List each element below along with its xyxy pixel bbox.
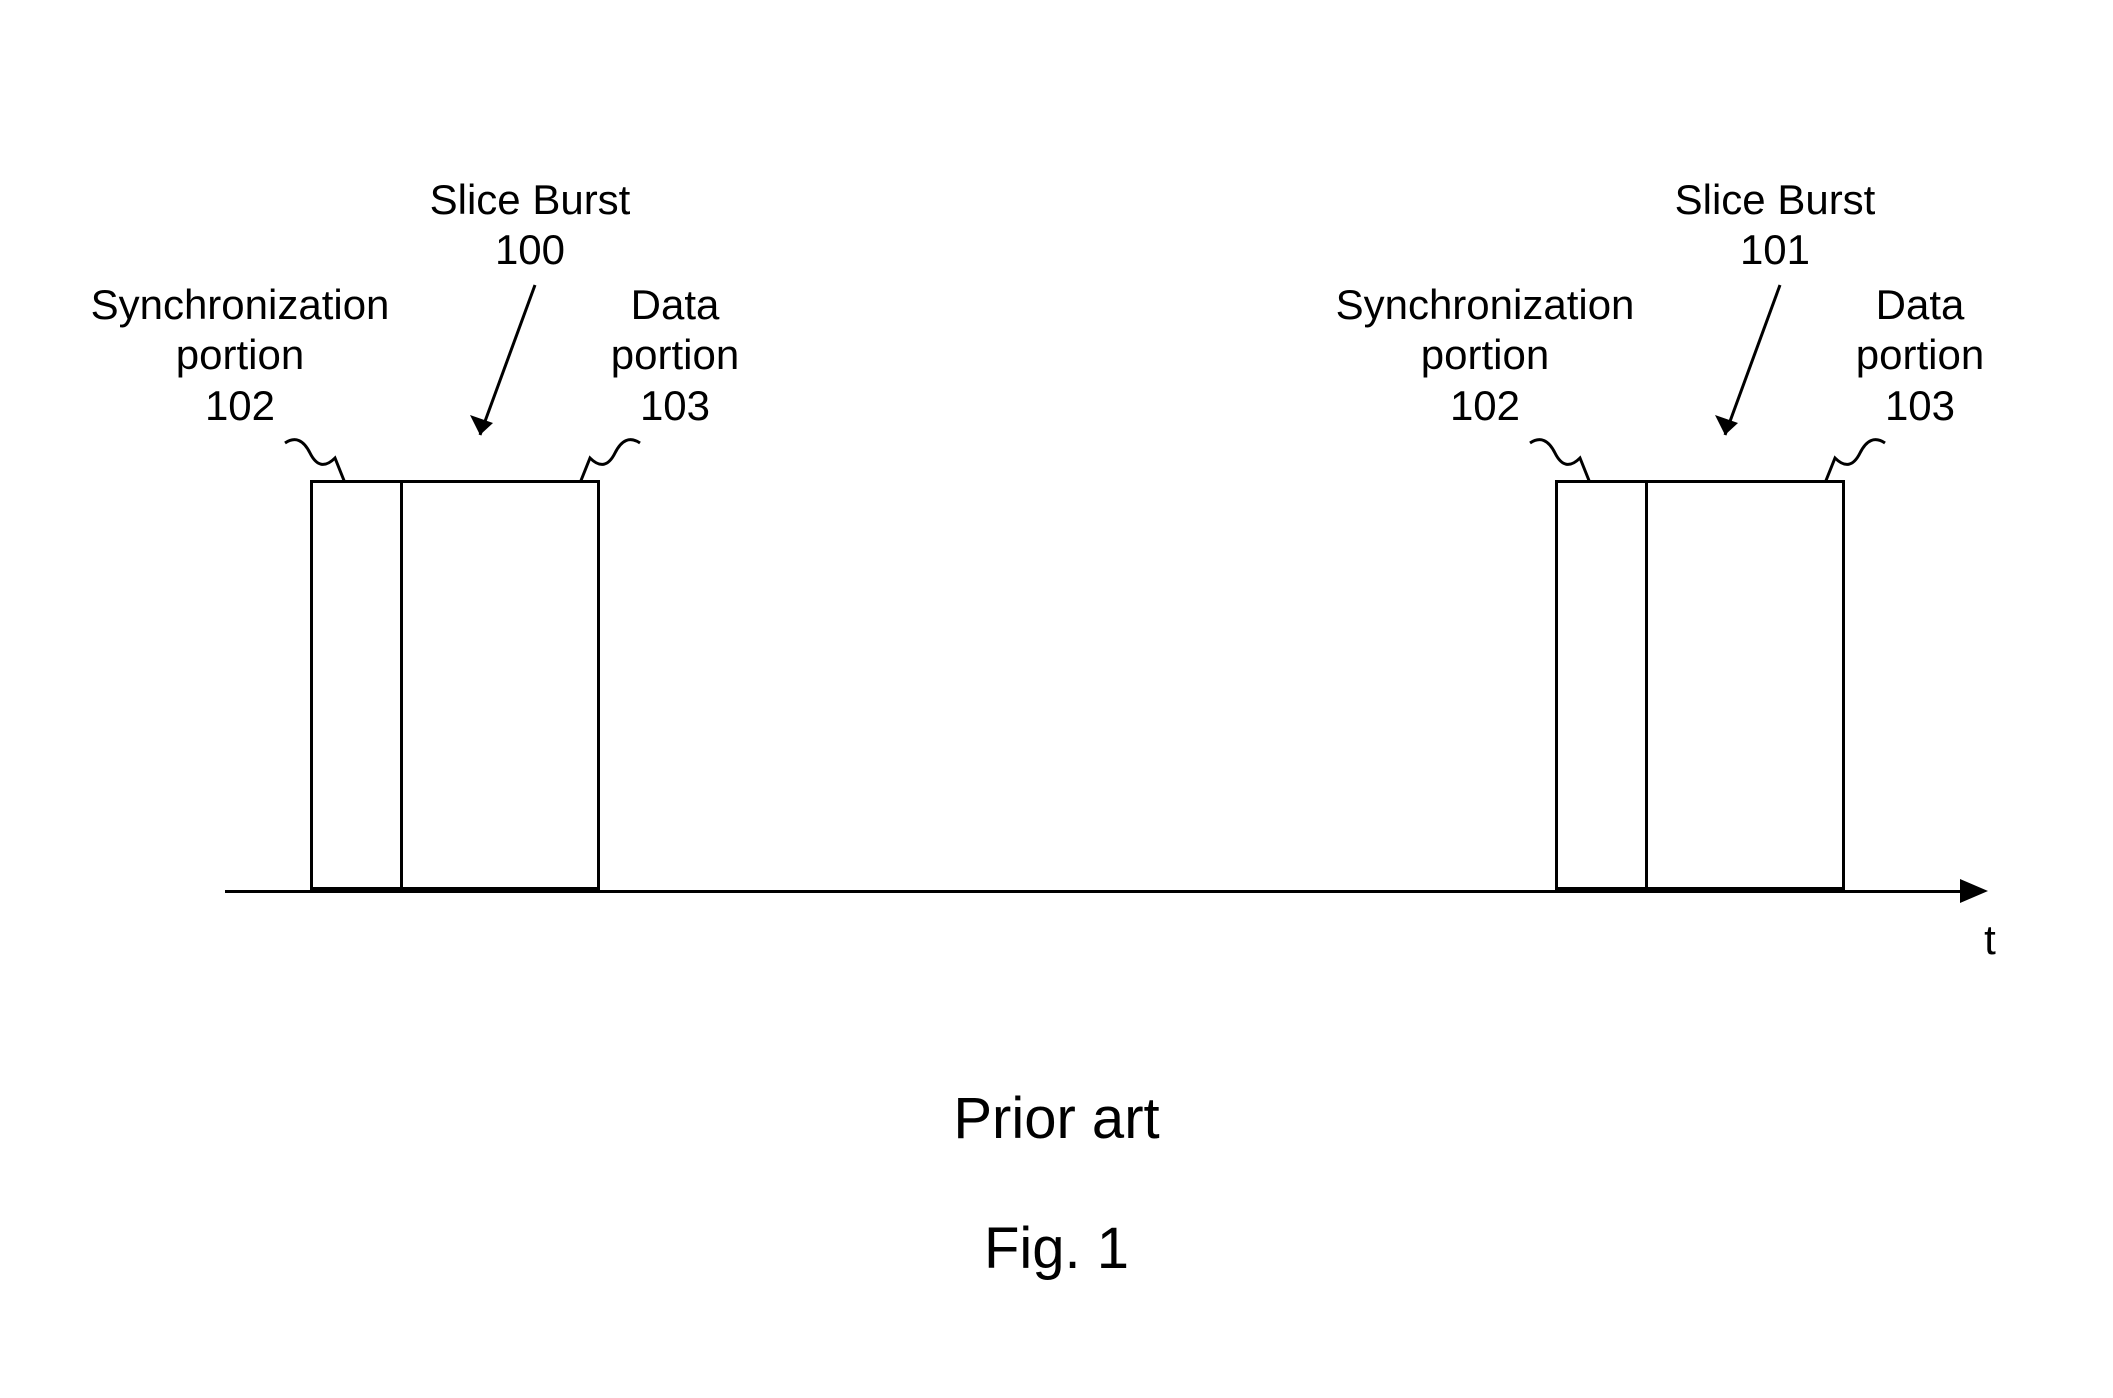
burst-101-pointer (1705, 280, 1795, 470)
burst-101-data-num: 103 (1885, 382, 1955, 429)
burst-101-sync-l2: portion (1421, 331, 1549, 378)
burst-100-sync-num: 102 (205, 382, 275, 429)
burst-101-sync-label: Synchronization portion 102 (1320, 280, 1650, 431)
burst-100-data-l1: Data (631, 281, 720, 328)
burst-100-rect (310, 480, 600, 890)
prior-art-caption: Prior art (0, 1085, 2113, 1152)
burst-100-title-text: Slice Burst (430, 176, 631, 223)
burst-101-sync-num: 102 (1450, 382, 1520, 429)
burst-100-sync-l1: Synchronization (91, 281, 390, 328)
burst-100-data-num: 103 (640, 382, 710, 429)
burst-101-title-num: 101 (1740, 226, 1810, 273)
time-axis-label: t (1970, 915, 2010, 965)
burst-101-data-l1: Data (1876, 281, 1965, 328)
burst-100-title-num: 100 (495, 226, 565, 273)
burst-101-divider (1645, 480, 1648, 890)
burst-100-divider (400, 480, 403, 890)
burst-100-data-label: Data portion 103 (585, 280, 765, 431)
burst-101-title: Slice Burst 101 (1645, 175, 1905, 276)
burst-100-data-l2: portion (611, 331, 739, 378)
figure-caption: Fig. 1 (0, 1215, 2113, 1282)
time-axis-arrowhead (1960, 879, 1988, 903)
burst-100-sync-l2: portion (176, 331, 304, 378)
burst-100-pointer (460, 280, 550, 470)
time-axis (225, 890, 1965, 893)
burst-100-sync-label: Synchronization portion 102 (75, 280, 405, 431)
timing-diagram: Slice Burst 100 Synchronization portion … (0, 0, 2113, 1398)
burst-101-title-text: Slice Burst (1675, 176, 1876, 223)
burst-101-rect (1555, 480, 1845, 890)
burst-100-title: Slice Burst 100 (400, 175, 660, 276)
burst-101-data-l2: portion (1856, 331, 1984, 378)
burst-101-data-label: Data portion 103 (1830, 280, 2010, 431)
burst-101-sync-l1: Synchronization (1336, 281, 1635, 328)
